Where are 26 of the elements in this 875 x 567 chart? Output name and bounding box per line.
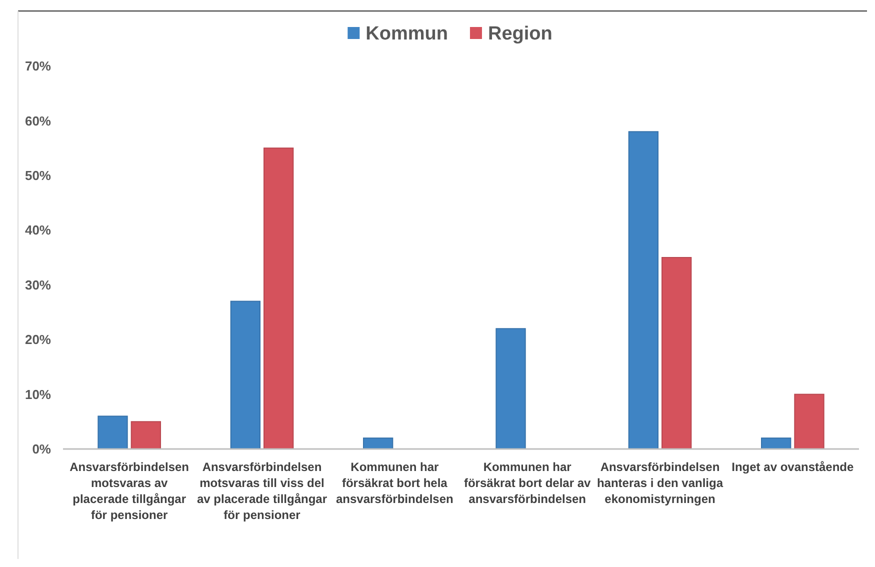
y-tick-label: 30%	[24, 277, 52, 292]
bar	[130, 421, 161, 450]
bar	[230, 300, 260, 450]
y-tick-label: 50%	[24, 168, 52, 183]
bar	[98, 416, 128, 450]
y-tick-label: 70%	[24, 58, 52, 74]
legend-label: Region	[488, 24, 552, 45]
y-tick-label: 20%	[24, 332, 52, 348]
x-tick-label: Kommunen har försäkrat bort hela ansvarsförbindelsen	[336, 460, 454, 506]
bar	[794, 394, 824, 450]
bar	[496, 328, 526, 450]
bar	[662, 257, 692, 450]
x-tick-label: Ansvarsförbindelsen hanteras i den vanliga ekonomistyrningen	[596, 460, 724, 506]
bar	[761, 438, 792, 450]
bar	[264, 148, 294, 450]
x-tick-label: Ansvarsförbindelsen motsvaras till viss del av placerade tillgångar för pensioner	[196, 460, 328, 522]
legend-label: Kommun	[366, 24, 448, 45]
x-tick-label: Kommunen har försäkrat bort delar av ansvarsförbindelsen	[464, 460, 592, 506]
x-tick-label: Inget av ovanstående	[732, 460, 854, 474]
bar	[363, 438, 394, 450]
y-tick-label: 40%	[24, 222, 52, 238]
x-tick-label: Ansvarsförbindelsen motsvaras av placerade tillgångar för pensioner	[70, 460, 190, 522]
bar	[628, 131, 658, 450]
y-tick-label: 60%	[24, 113, 52, 128]
y-tick-label: 10%	[24, 386, 52, 402]
y-tick-label: 0%	[32, 442, 52, 457]
